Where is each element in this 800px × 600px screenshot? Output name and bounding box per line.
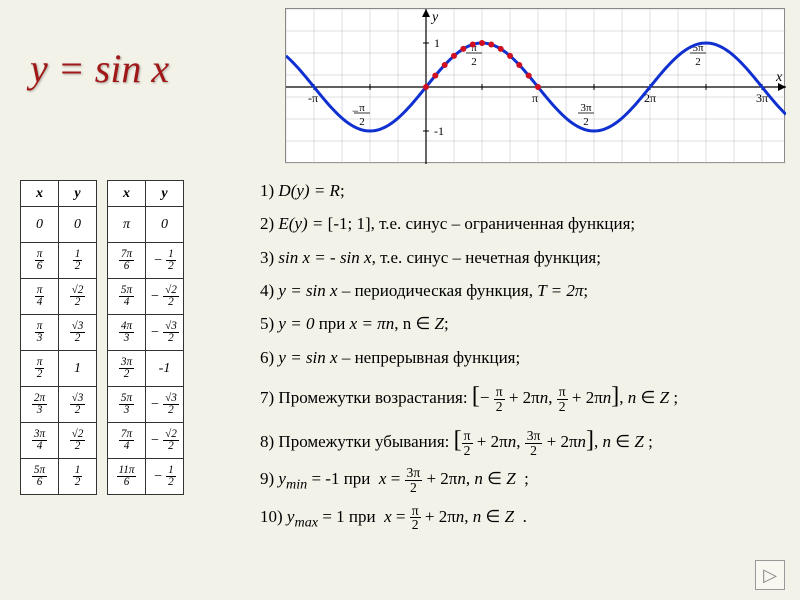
table-a: xy00π612π4√22π3√32π212π3√323π4√225π612 <box>20 180 97 495</box>
table-b: xyπ07π6− 125π4− √224π3− √323π2-15π3− √32… <box>107 180 184 495</box>
svg-text:2: 2 <box>695 56 701 68</box>
sine-graph: yx1-1-ππ2π3π− π2π23π25π2 <box>285 8 785 163</box>
property-line: 1) D(y) = R; <box>260 178 785 204</box>
value-tables: xy00π612π4√22π3√32π212π3√323π4√225π612 x… <box>20 180 184 495</box>
svg-text:2: 2 <box>583 116 589 128</box>
svg-text:1: 1 <box>434 36 440 50</box>
property-line: 3) sin x = - sin x, т.е. синус – нечетна… <box>260 245 785 271</box>
page-title: y = sin x <box>30 45 169 92</box>
property-line: 4) y = sin x – периодическая функция, T … <box>260 278 785 304</box>
svg-text:−: − <box>352 104 359 118</box>
property-line: 7) Промежутки возрастания: [− π2 + 2πn, … <box>260 378 785 415</box>
next-arrow-button[interactable]: ▷ <box>755 560 785 590</box>
svg-text:-1: -1 <box>434 124 444 138</box>
property-line: 6) y = sin x – непрерывная функция; <box>260 345 785 371</box>
svg-text:-π: -π <box>308 91 318 105</box>
property-line: 2) E(y) = [-1; 1], т.е. синус – ограниче… <box>260 211 785 237</box>
svg-text:2: 2 <box>359 116 365 128</box>
property-line: 10) ymax = 1 при x = π2 + 2πn, n ∈ Z . <box>260 504 785 534</box>
property-line: 8) Промежутки убывания: [π2 + 2πn, 3π2 +… <box>260 422 785 459</box>
property-line: 5) y = 0 при x = πn, n ∈ Z; <box>260 311 785 337</box>
svg-text:x: x <box>775 70 783 85</box>
svg-text:π: π <box>532 91 538 105</box>
svg-text:π: π <box>359 102 365 114</box>
property-line: 9) ymin = -1 при x = 3π2 + 2πn, n ∈ Z ; <box>260 466 785 496</box>
svg-text:2: 2 <box>471 56 477 68</box>
properties-list: 1) D(y) = R; 2) E(y) = [-1; 1], т.е. сину… <box>260 178 785 541</box>
svg-text:y: y <box>430 10 439 25</box>
svg-text:3π: 3π <box>580 102 592 114</box>
